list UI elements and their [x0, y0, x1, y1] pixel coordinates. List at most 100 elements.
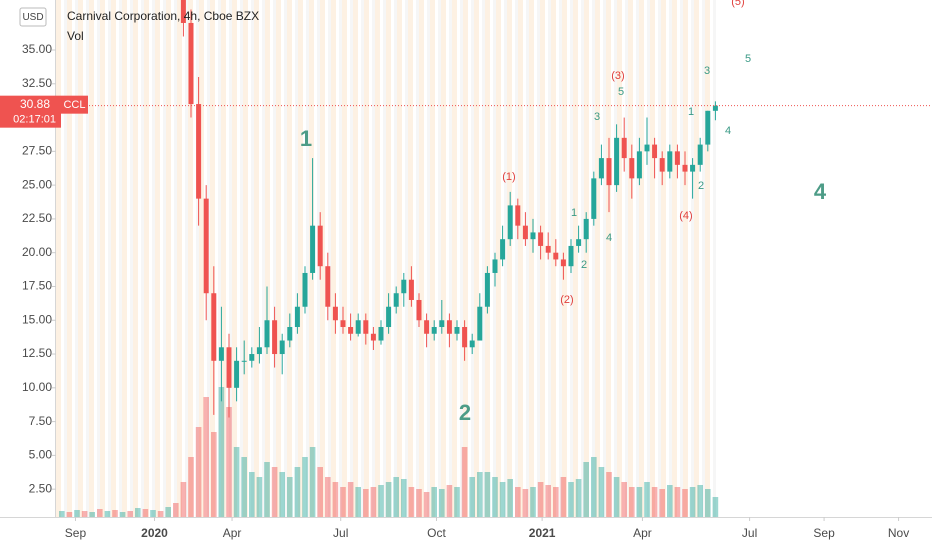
volume-bar	[104, 511, 111, 517]
candle-body	[712, 105, 718, 111]
candle-body	[484, 272, 490, 307]
candle-body	[416, 299, 422, 321]
volume-bar	[454, 487, 460, 517]
candle-body	[256, 347, 262, 355]
candle-body	[332, 306, 338, 321]
volume-bar	[499, 482, 506, 517]
volume-bar	[667, 485, 673, 517]
volume-bar	[591, 457, 597, 517]
candle-body	[606, 158, 612, 186]
y-tick-label: 12.50	[22, 346, 52, 360]
candle-body	[279, 340, 285, 355]
volume-bar	[157, 511, 164, 517]
volume-bar	[340, 487, 346, 517]
volume-bar	[355, 487, 361, 517]
volume-bar	[469, 477, 475, 517]
volume-bar	[598, 467, 605, 517]
candle-body	[659, 158, 665, 172]
volume-bar	[689, 487, 696, 517]
volume-bar	[484, 472, 491, 517]
candle-body	[446, 320, 452, 334]
candle-body	[454, 327, 460, 334]
candle-body	[591, 178, 597, 219]
candle-body	[682, 164, 688, 172]
volume-bar	[188, 457, 194, 517]
x-tick-label: Oct	[427, 526, 446, 540]
volume-bar	[203, 397, 209, 517]
volume-bar	[560, 477, 567, 517]
candle-body	[264, 320, 270, 348]
volume-bar	[416, 489, 422, 517]
candle-body	[302, 272, 308, 307]
volume-bar	[135, 508, 141, 517]
candle-body	[218, 347, 224, 361]
candle-body	[180, 0, 186, 23]
volume-bar	[515, 487, 521, 517]
volume-bar	[279, 472, 285, 517]
volume-bar	[385, 482, 392, 517]
candle-body	[287, 327, 293, 341]
volume-bar	[553, 487, 559, 517]
candle-body	[568, 245, 574, 267]
volume-bar	[621, 482, 627, 517]
candle-body	[462, 327, 468, 348]
candle-body	[348, 327, 354, 334]
wave-label: 4	[814, 179, 827, 204]
candle-body	[355, 320, 361, 334]
candle-body	[705, 110, 711, 145]
y-tick-label: 35.00	[22, 42, 52, 56]
wave-label: (5)	[731, 0, 744, 8]
volume-bar	[150, 510, 156, 517]
countdown: 02:17:01	[13, 114, 56, 126]
x-tick-label: Nov	[888, 526, 909, 540]
symbol-box	[61, 95, 88, 114]
volume-bar	[287, 477, 293, 517]
volume-bar	[264, 462, 270, 517]
volume-bar	[347, 482, 354, 517]
wave-label: 3	[704, 65, 710, 77]
volume-bar	[530, 487, 536, 517]
volume-bar	[575, 479, 582, 517]
volume-bar	[423, 492, 430, 517]
volume-bar	[461, 447, 468, 517]
candle-body	[583, 218, 589, 240]
candle-body	[492, 259, 498, 273]
candle-body	[621, 137, 627, 159]
volume-bar	[446, 485, 453, 517]
candle-body	[431, 327, 437, 334]
volume-bar	[180, 482, 187, 517]
volume-bar	[256, 477, 263, 517]
candle-body	[317, 225, 323, 267]
price-label-box	[0, 95, 61, 128]
wave-label: 2	[698, 180, 704, 192]
volume-bar	[712, 497, 719, 517]
volume-bar	[659, 489, 665, 517]
candle-body	[386, 306, 392, 328]
candle-body	[515, 205, 521, 226]
volume-bar	[309, 447, 316, 517]
volume-bar	[606, 472, 612, 517]
candle-body	[249, 354, 255, 361]
volume-bar	[119, 512, 126, 517]
x-tick-label: Jul	[333, 526, 348, 540]
candle-body	[576, 239, 582, 246]
volume-label: Vol	[67, 29, 84, 43]
volume-bar	[545, 485, 551, 517]
candle-body	[325, 266, 331, 307]
volume-bar	[674, 487, 681, 517]
candle-body	[477, 306, 483, 341]
candle-body	[340, 320, 346, 328]
volume-bar	[66, 512, 73, 517]
candle-body	[500, 239, 506, 260]
candle-body	[530, 232, 536, 240]
candle-body	[560, 259, 566, 267]
candle-body	[408, 279, 414, 300]
candle-body	[598, 158, 604, 179]
volume-bar	[302, 457, 308, 517]
candle-body	[614, 137, 620, 186]
y-tick-label: 2.50	[29, 481, 53, 495]
volume-bar	[537, 482, 544, 517]
candle-body	[203, 198, 209, 294]
candle-body	[636, 151, 642, 179]
